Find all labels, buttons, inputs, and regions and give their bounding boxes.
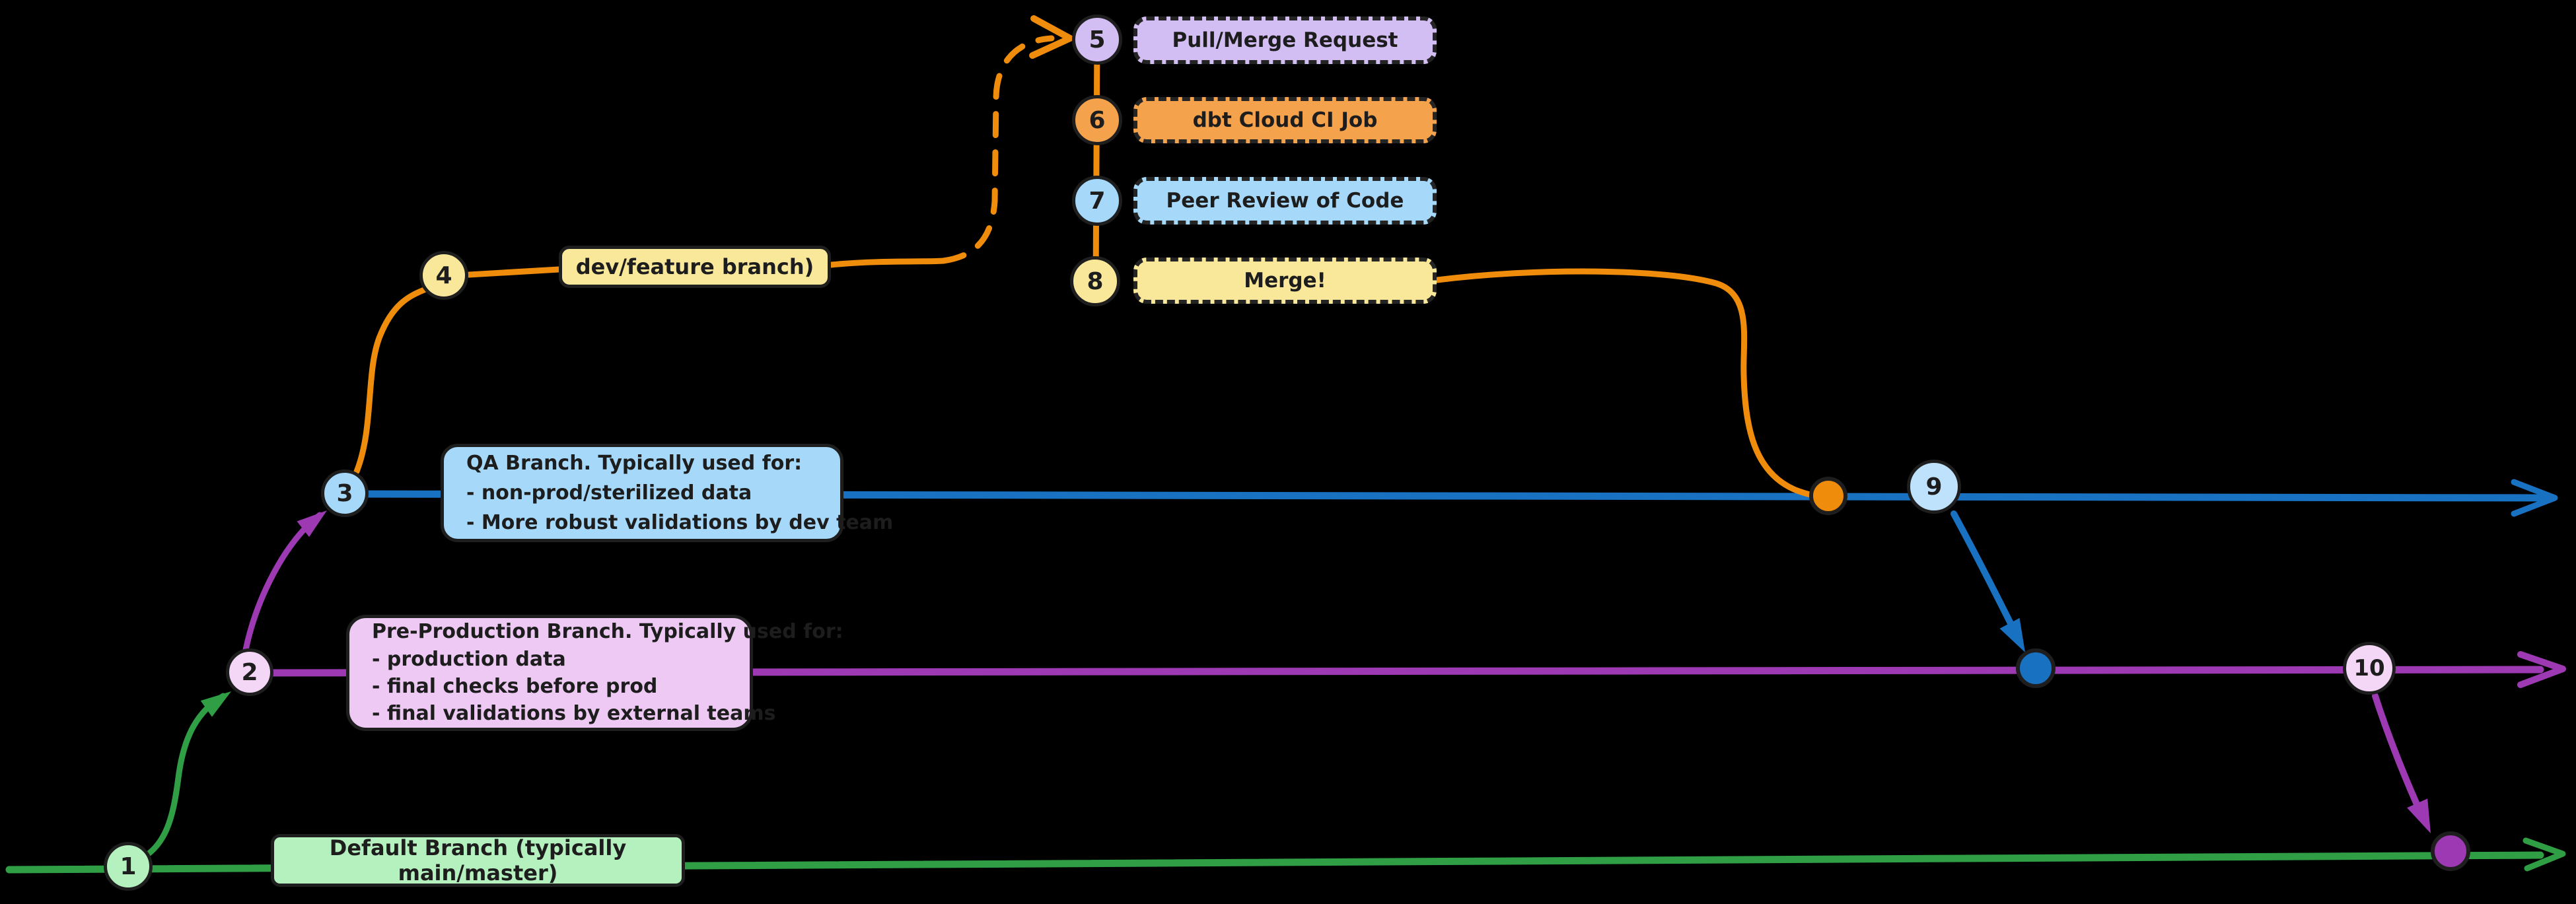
default-branch-label: Default Branch (typically main/master) — [329, 835, 627, 886]
preprod-branch-callout-bullet: - final checks before prod — [372, 675, 658, 698]
step-box-peer-review-label: Peer Review of Code — [1166, 189, 1404, 213]
feature-branch-label: dev/feature branch) — [575, 254, 814, 279]
branch-curve-1-to-2-arrowhead-icon — [200, 691, 231, 717]
commit-node-9: 9 — [1907, 460, 1961, 514]
commit-node-9-label: 9 — [1925, 473, 1943, 501]
commit-node-4-label: 4 — [435, 261, 452, 289]
step-box-dbt-cloud-ci-job: dbt Cloud CI Job — [1133, 97, 1437, 143]
preprod-branch-callout-bullet: - production data — [372, 647, 566, 671]
commit-node-8-label: 8 — [1087, 267, 1104, 295]
default-branch-label-box: Default Branch (typically main/master) — [271, 834, 685, 887]
preprod-branch-callout-title: Pre-Production Branch. Typically used fo… — [372, 620, 843, 644]
commit-node-5: 5 — [1072, 15, 1122, 65]
commit-node-4: 4 — [419, 251, 468, 300]
feature-branch-line-after-label — [828, 258, 947, 268]
merge-commit-dot-preprod — [2016, 648, 2056, 688]
step-box-pull-merge-request-label: Pull/Merge Request — [1172, 28, 1398, 52]
commit-node-8: 8 — [1070, 256, 1120, 306]
branch-curve-2-to-3-arrowhead-icon — [297, 510, 327, 538]
arrow-10-to-default — [2372, 693, 2426, 821]
commit-node-3: 3 — [321, 469, 369, 517]
feature-branch-line — [466, 266, 562, 278]
step-box-peer-review: Peer Review of Code — [1133, 177, 1437, 225]
qa-branch-callout: QA Branch. Typically used for: - non-pro… — [441, 444, 894, 542]
commit-node-3-label: 3 — [336, 479, 353, 507]
merge-to-qa-curve — [1434, 268, 1829, 500]
step-box-merge: Merge! — [1133, 258, 1437, 304]
commit-node-10-label: 10 — [2353, 655, 2385, 681]
feature-branch-label-box: dev/feature branch) — [559, 246, 831, 288]
commit-node-1-label: 1 — [120, 852, 137, 880]
feature-to-pr-dashed-curve — [940, 35, 1055, 264]
commit-node-1: 1 — [104, 842, 153, 891]
branch-curve-1-to-2 — [130, 693, 227, 866]
preprod-branch-arrowhead-icon — [2517, 651, 2566, 688]
preprod-branch-callout: Pre-Production Branch. Typically used fo… — [346, 615, 843, 731]
commit-node-5-label: 5 — [1089, 26, 1106, 53]
commit-node-7-label: 7 — [1089, 187, 1106, 215]
merge-commit-dot-qa — [1809, 477, 1847, 515]
qa-branch-callout-bullet: - non-prod/sterilized data — [466, 481, 752, 504]
qa-branch-callout-title: QA Branch. Typically used for: — [466, 452, 803, 475]
commit-node-10: 10 — [2343, 642, 2396, 695]
steps-connector-line — [1092, 36, 1100, 286]
commit-node-6: 6 — [1072, 95, 1122, 145]
step-box-dbt-cloud-ci-job-label: dbt Cloud CI Job — [1192, 108, 1378, 132]
merge-commit-dot-default — [2431, 831, 2470, 871]
branch-curve-3-to-4 — [353, 287, 427, 475]
commit-node-6-label: 6 — [1089, 106, 1106, 134]
arrow-9-to-preprod — [1950, 510, 2021, 640]
commit-node-7: 7 — [1072, 176, 1122, 226]
step-box-merge-label: Merge! — [1244, 269, 1326, 293]
commit-node-2: 2 — [226, 648, 273, 696]
arrow-9-to-preprod-arrowhead-icon — [1999, 617, 2025, 652]
qa-branch-callout-bullet: - More robust validations by dev team — [466, 511, 894, 534]
commit-node-2-label: 2 — [241, 658, 258, 686]
feature-to-pr-arrowhead-icon — [1029, 15, 1073, 59]
preprod-branch-callout-bullet: - final validations by external teams — [372, 702, 776, 726]
default-branch-arrowhead-icon — [2522, 837, 2566, 872]
arrow-10-to-default-arrowhead-icon — [2407, 798, 2431, 833]
step-box-pull-merge-request: Pull/Merge Request — [1133, 17, 1437, 64]
qa-branch-arrowhead-icon — [2511, 479, 2558, 517]
